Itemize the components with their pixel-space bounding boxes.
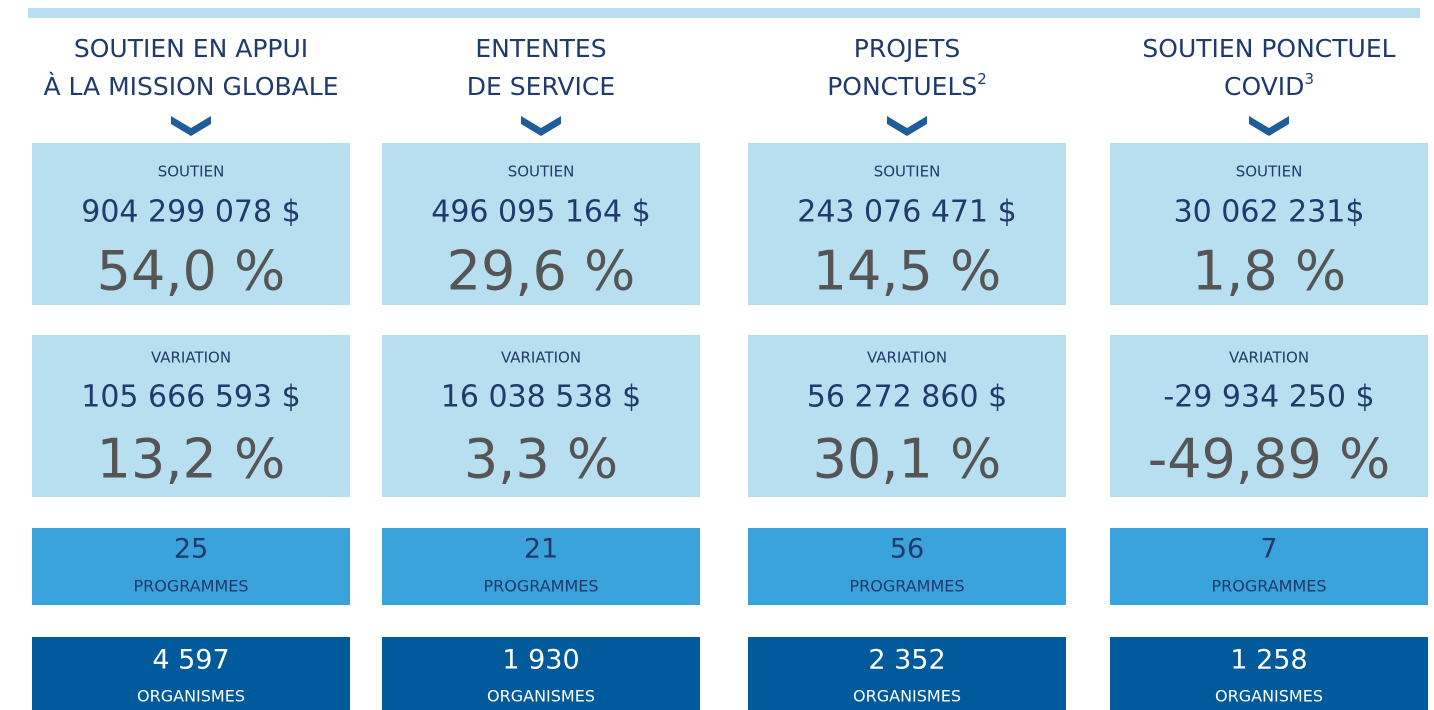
organizations-label: ORGANISMES [853, 687, 961, 706]
support-amount: 243 076 471 $ [797, 195, 1016, 230]
programs-box [32, 528, 350, 605]
column-title: ENTENTES [475, 34, 606, 63]
variation-label: VARIATION [1229, 349, 1309, 367]
variation-label: VARIATION [501, 349, 581, 367]
support-percent: 14,5 % [813, 240, 1002, 303]
variation-percent: 30,1 % [813, 428, 1002, 491]
organizations-count: 1 258 [1230, 645, 1307, 676]
programs-box [382, 528, 700, 605]
top-bar [28, 8, 1420, 18]
variation-amount: -29 934 250 $ [1163, 380, 1374, 415]
support-box [32, 143, 350, 305]
chevron [171, 116, 211, 136]
support-percent: 29,6 % [447, 240, 636, 303]
variation-amount: 56 272 860 $ [807, 380, 1007, 415]
footnote-mark: 2 [977, 70, 987, 88]
chevron [1249, 116, 1289, 136]
column-title: PROJETS [854, 34, 960, 63]
organizations-box [382, 637, 700, 710]
variation-percent: -49,89 % [1148, 428, 1391, 491]
support-box [382, 143, 700, 305]
support-label: SOUTIEN [508, 163, 575, 181]
variation-percent: 3,3 % [464, 428, 618, 491]
programs-label: PROGRAMMES [483, 577, 598, 596]
organizations-box [748, 637, 1066, 710]
variation-amount: 16 038 538 $ [441, 380, 641, 415]
column-title: SOUTIEN EN APPUI [74, 34, 308, 63]
programs-count: 25 [174, 534, 208, 565]
column-title: DE SERVICE [467, 72, 615, 101]
chevron [521, 116, 561, 136]
programs-count: 21 [524, 534, 558, 565]
programs-box [1110, 528, 1428, 605]
variation-box [32, 335, 350, 497]
programs-count: 56 [890, 534, 924, 565]
chevron [887, 116, 927, 136]
support-percent: 1,8 % [1192, 240, 1346, 303]
organizations-label: ORGANISMES [487, 687, 595, 706]
column-title: COVID3 [1224, 70, 1314, 102]
column-title: SOUTIEN PONCTUEL [1142, 34, 1395, 63]
programs-label: PROGRAMMES [849, 577, 964, 596]
programs-count: 7 [1260, 534, 1277, 565]
variation-box [1110, 335, 1428, 497]
support-amount: 904 299 078 $ [81, 195, 300, 230]
column-title: À LA MISSION GLOBALE [43, 72, 338, 101]
programs-label: PROGRAMMES [1211, 577, 1326, 596]
organizations-count: 1 930 [502, 645, 579, 676]
support-amount: 30 062 231$ [1174, 195, 1365, 230]
variation-box [382, 335, 700, 497]
organizations-label: ORGANISMES [137, 687, 245, 706]
support-box [748, 143, 1066, 305]
support-amount: 496 095 164 $ [431, 195, 650, 230]
title-line: COVID [1224, 72, 1304, 101]
programs-label: PROGRAMMES [133, 577, 248, 596]
organizations-box [32, 637, 350, 710]
organizations-box [1110, 637, 1428, 710]
support-percent: 54,0 % [97, 240, 286, 303]
organizations-label: ORGANISMES [1215, 687, 1323, 706]
support-label: SOUTIEN [1236, 163, 1303, 181]
title-line: PONCTUELS [827, 72, 977, 101]
support-box [1110, 143, 1428, 305]
support-label: SOUTIEN [874, 163, 941, 181]
variation-amount: 105 666 593 $ [81, 380, 300, 415]
programs-box [748, 528, 1066, 605]
footnote-mark: 3 [1304, 70, 1314, 88]
variation-label: VARIATION [151, 349, 231, 367]
variation-label: VARIATION [867, 349, 947, 367]
organizations-count: 2 352 [868, 645, 945, 676]
variation-percent: 13,2 % [97, 428, 286, 491]
support-label: SOUTIEN [158, 163, 225, 181]
column-title: PONCTUELS2 [827, 70, 987, 102]
variation-box [748, 335, 1066, 497]
organizations-count: 4 597 [152, 645, 229, 676]
